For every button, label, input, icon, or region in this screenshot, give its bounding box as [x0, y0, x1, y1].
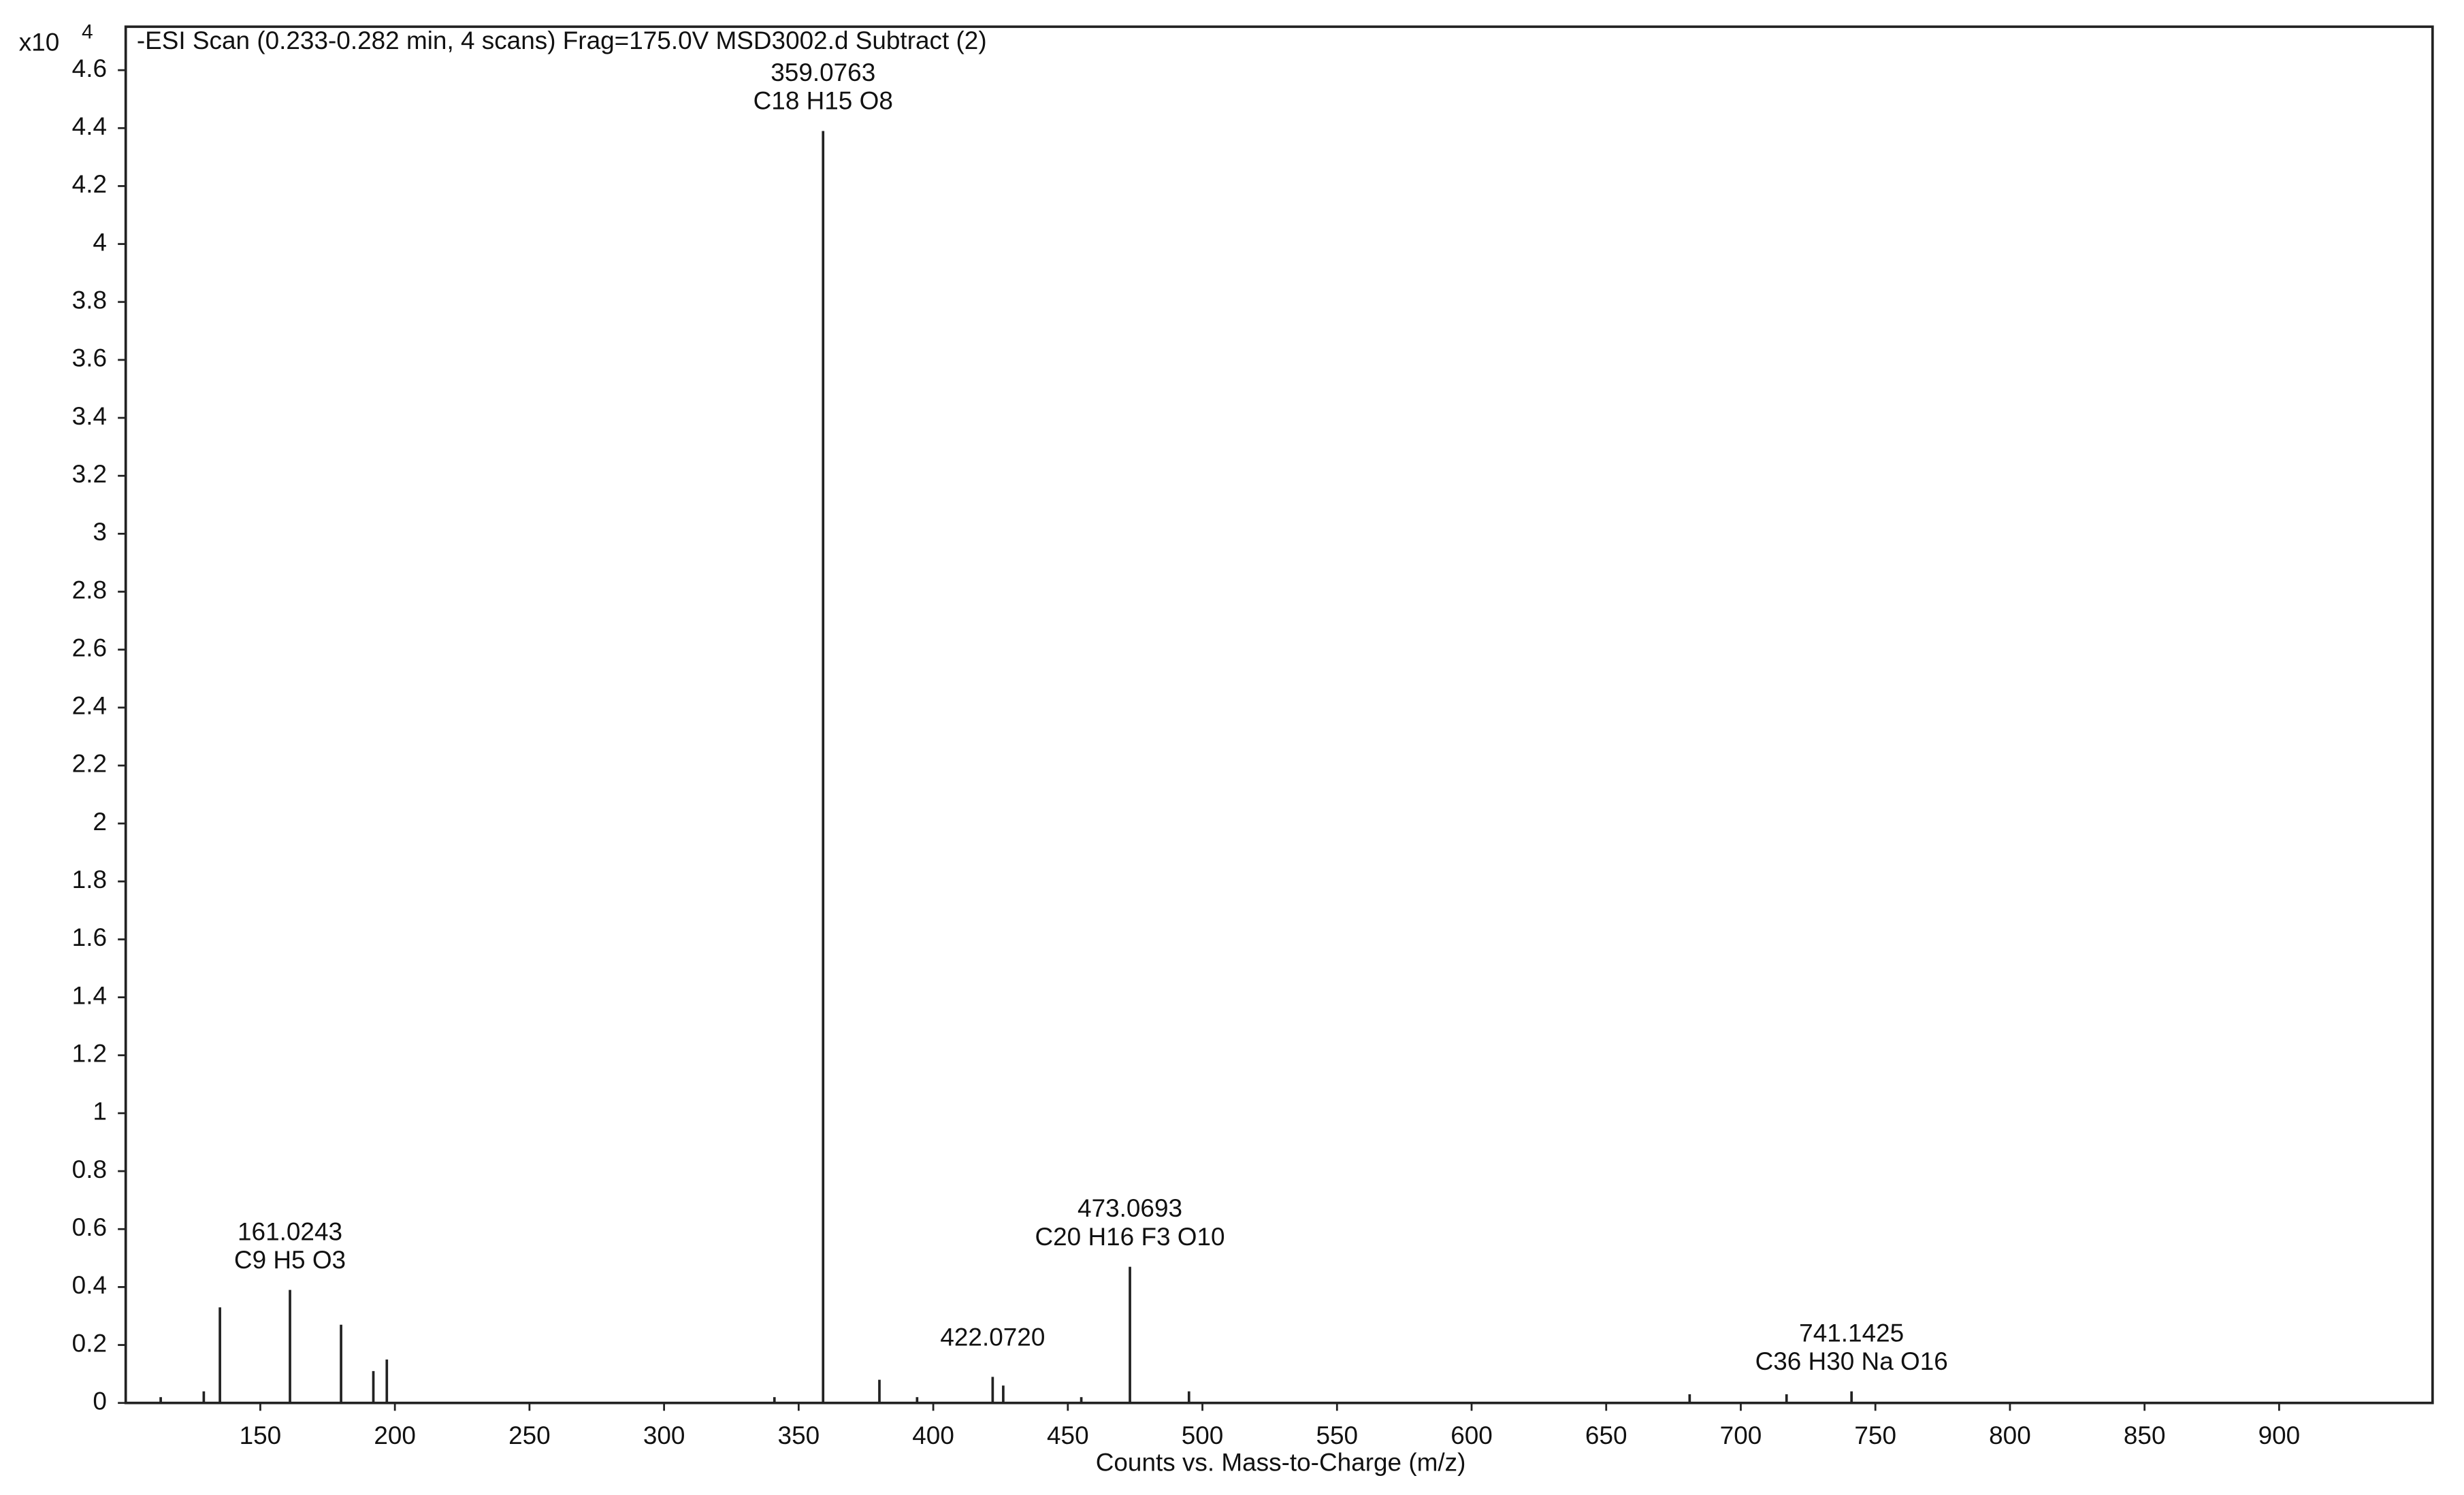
x-tick-label: 850 [2124, 1422, 2166, 1449]
y-tick-label: 3.8 [72, 286, 107, 314]
y-multiplier: x10 [19, 28, 60, 56]
peak-label: 161.0243 [238, 1217, 342, 1245]
x-axis-label: Counts vs. Mass-to-Charge (m/z) [1096, 1448, 1466, 1476]
y-tick-label: 4.6 [72, 54, 107, 82]
y-tick-label: 4 [93, 228, 107, 256]
x-tick-label: 200 [374, 1422, 416, 1449]
y-tick-label: 3 [93, 518, 107, 546]
chart-title: -ESI Scan (0.233-0.282 min, 4 scans) Fra… [137, 27, 987, 54]
y-tick-label: 3.2 [72, 460, 107, 488]
x-tick-label: 800 [1989, 1422, 2031, 1449]
x-tick-label: 650 [1585, 1422, 1627, 1449]
x-tick-label: 750 [1854, 1422, 1896, 1449]
x-tick-label: 700 [1720, 1422, 1762, 1449]
x-tick-label: 900 [2258, 1422, 2301, 1449]
y-tick-label: 2.2 [72, 750, 107, 778]
y-tick-label: 0 [93, 1387, 107, 1415]
y-tick-label: 1.6 [72, 923, 107, 951]
x-tick-label: 150 [240, 1422, 282, 1449]
y-tick-label: 2.8 [72, 576, 107, 604]
y-tick-label: 1.8 [72, 866, 107, 893]
y-tick-label: 1.2 [72, 1040, 107, 1068]
y-tick-label: 2.4 [72, 692, 107, 720]
x-tick-label: 250 [508, 1422, 551, 1449]
peak-formula: C9 H5 O3 [234, 1246, 346, 1274]
x-tick-label: 500 [1182, 1422, 1224, 1449]
y-multiplier-exponent: 4 [82, 20, 93, 43]
y-tick-label: 0.8 [72, 1155, 107, 1183]
peak-formula: C18 H15 O8 [753, 87, 893, 115]
y-tick-label: 3.6 [72, 344, 107, 372]
y-tick-label: 0.4 [72, 1271, 107, 1299]
y-tick-label: 0.6 [72, 1213, 107, 1241]
y-tick-label: 2 [93, 808, 107, 836]
peak-label: 473.0693 [1077, 1194, 1182, 1222]
y-tick-label: 2.6 [72, 634, 107, 661]
x-tick-label: 350 [778, 1422, 820, 1449]
x-tick-label: 450 [1047, 1422, 1089, 1449]
x-tick-label: 600 [1450, 1422, 1493, 1449]
peak-label: 422.0720 [940, 1324, 1045, 1351]
x-tick-label: 550 [1316, 1422, 1358, 1449]
peak-label: 359.0763 [771, 59, 875, 86]
y-tick-label: 4.2 [72, 170, 107, 198]
y-tick-label: 1.4 [72, 981, 107, 1009]
peak-formula: C20 H16 F3 O10 [1035, 1223, 1225, 1251]
y-tick-label: 0.2 [72, 1329, 107, 1357]
plot-frame [124, 25, 2434, 1404]
peak-formula: C36 H30 Na O16 [1755, 1347, 1948, 1375]
x-tick-label: 400 [912, 1422, 954, 1449]
y-tick-label: 3.4 [72, 402, 107, 430]
y-tick-label: 4.4 [72, 112, 107, 140]
peak-label: 741.1425 [1799, 1319, 1904, 1347]
y-tick-label: 1 [93, 1098, 107, 1126]
x-tick-label: 300 [643, 1422, 685, 1449]
